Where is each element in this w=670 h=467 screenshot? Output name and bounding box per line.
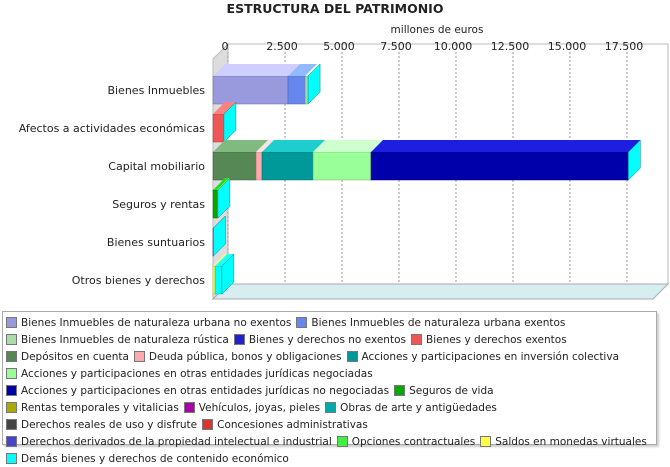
floor bbox=[213, 284, 668, 299]
legend-label: Derechos derivados de la propiedad intel… bbox=[21, 436, 332, 448]
legend-swatch bbox=[202, 419, 213, 430]
x-tick-label: 17.500 bbox=[605, 40, 644, 53]
legend-swatch bbox=[6, 453, 17, 464]
legend-label: Acciones y participaciones en inversión … bbox=[362, 351, 620, 363]
legend-swatch bbox=[6, 402, 17, 413]
legend-label: Concesiones administrativas bbox=[217, 419, 368, 431]
legend-item: Bienes y derechos no exentos bbox=[234, 331, 406, 348]
legend-item: Seguros de vida bbox=[394, 382, 493, 399]
y-tick-label: Bienes suntuarios bbox=[107, 236, 205, 249]
bar-segment bbox=[262, 152, 313, 180]
chart: ESTRUCTURA DEL PATRIMONIO millones de eu… bbox=[0, 0, 670, 310]
legend-swatch bbox=[6, 334, 17, 345]
bar-segment bbox=[213, 190, 217, 218]
legend-item: Derechos derivados de la propiedad intel… bbox=[6, 433, 332, 450]
legend-item: Obras de arte y antigüedades bbox=[325, 399, 497, 416]
page: {"chart_data": {"type": "bar3d-stacked-h… bbox=[0, 0, 670, 450]
bar-segment bbox=[305, 76, 308, 104]
legend-label: Bienes y derechos no exentos bbox=[249, 334, 406, 346]
legend-swatch bbox=[6, 436, 17, 447]
legend-item: Opciones contractuales bbox=[337, 433, 476, 450]
legend-label: Acciones y participaciones en otras enti… bbox=[21, 385, 389, 397]
legend-label: Vehículos, joyas, pieles bbox=[199, 402, 320, 414]
legend-label: Demás bienes y derechos de contenido eco… bbox=[21, 453, 289, 465]
bar-top bbox=[313, 140, 383, 152]
legend-item: Demás bienes y derechos de contenido eco… bbox=[6, 450, 289, 467]
legend-label: Acciones y participaciones en otras enti… bbox=[21, 368, 373, 380]
legend-item: Concesiones administrativas bbox=[202, 416, 368, 433]
legend-label: Bienes Inmuebles de naturaleza rústica bbox=[21, 334, 229, 346]
bar-segment bbox=[213, 152, 256, 180]
legend-swatch bbox=[296, 317, 307, 328]
bar-segment bbox=[213, 76, 288, 104]
legend-item: Deuda pública, bonos y obligaciones bbox=[134, 348, 342, 365]
legend-label: Bienes y derechos exentos bbox=[426, 334, 567, 346]
legend-swatch bbox=[480, 436, 491, 447]
legend-label: Derechos reales de uso y disfrute bbox=[21, 419, 197, 431]
bar-top bbox=[371, 140, 640, 152]
x-tick-label: 5.000 bbox=[323, 40, 355, 53]
bar-segment bbox=[213, 266, 215, 294]
y-tick-label: Capital mobiliario bbox=[108, 160, 205, 173]
legend-swatch bbox=[6, 419, 17, 430]
legend-label: Deuda pública, bonos y obligaciones bbox=[149, 351, 342, 363]
legend-item: Acciones y participaciones en otras enti… bbox=[6, 365, 373, 382]
axis-label: millones de euros bbox=[391, 24, 484, 36]
x-tick-label: 0 bbox=[222, 40, 229, 53]
legend-item: Bienes y derechos exentos bbox=[411, 331, 567, 348]
legend-label: Obras de arte y antigüedades bbox=[340, 402, 497, 414]
y-tick-label: Bienes Inmuebles bbox=[107, 84, 205, 97]
legend-label: Saldos en monedas virtuales bbox=[495, 436, 647, 448]
bar-segment bbox=[215, 266, 222, 294]
legend-swatch bbox=[234, 334, 245, 345]
bar-top bbox=[213, 64, 300, 76]
x-tick-label: 2.500 bbox=[266, 40, 298, 53]
y-tick-label: Afectos a actividades económicas bbox=[19, 122, 206, 135]
legend-swatch bbox=[6, 351, 17, 362]
legend-swatch bbox=[411, 334, 422, 345]
legend-swatch bbox=[134, 351, 145, 362]
legend-item: Derechos reales de uso y disfrute bbox=[6, 416, 197, 433]
legend-item: Bienes Inmuebles de naturaleza urbana ex… bbox=[296, 314, 565, 331]
legend-swatch bbox=[184, 402, 195, 413]
legend-label: Bienes Inmuebles de naturaleza urbana ex… bbox=[311, 317, 565, 329]
x-tick-label: 15.000 bbox=[548, 40, 587, 53]
bar-segment bbox=[256, 152, 262, 180]
bar-segment bbox=[371, 152, 628, 180]
x-tick-label: 12.500 bbox=[491, 40, 530, 53]
y-tick-label: Otros bienes y derechos bbox=[72, 274, 206, 287]
legend-swatch bbox=[6, 317, 17, 328]
legend-label: Bienes Inmuebles de naturaleza urbana no… bbox=[21, 317, 291, 329]
legend-item: Bienes Inmuebles de naturaleza urbana no… bbox=[6, 314, 291, 331]
legend-label: Seguros de vida bbox=[409, 385, 493, 397]
legend-swatch bbox=[337, 436, 348, 447]
legend-swatch bbox=[6, 385, 17, 396]
legend-swatch bbox=[6, 368, 17, 379]
legend-swatch bbox=[325, 402, 336, 413]
bar-segment bbox=[313, 152, 371, 180]
legend-item: Bienes Inmuebles de naturaleza rústica bbox=[6, 331, 229, 348]
legend-swatch bbox=[394, 385, 405, 396]
legend: Bienes Inmuebles de naturaleza urbana no… bbox=[2, 311, 657, 445]
legend-item: Acciones y participaciones en otras enti… bbox=[6, 382, 389, 399]
legend-item: Vehículos, joyas, pieles bbox=[184, 399, 320, 416]
legend-label: Depósitos en cuenta bbox=[21, 351, 129, 363]
legend-label: Opciones contractuales bbox=[352, 436, 476, 448]
x-tick-label: 10.000 bbox=[434, 40, 473, 53]
chart-title: ESTRUCTURA DEL PATRIMONIO bbox=[227, 1, 444, 16]
x-tick-label: 7.500 bbox=[380, 40, 412, 53]
legend-swatch bbox=[347, 351, 358, 362]
legend-label: Rentas temporales y vitalicias bbox=[21, 402, 179, 414]
legend-item: Depósitos en cuenta bbox=[6, 348, 129, 365]
y-tick-label: Seguros y rentas bbox=[112, 198, 205, 211]
legend-item: Acciones y participaciones en inversión … bbox=[347, 348, 620, 365]
legend-item: Rentas temporales y vitalicias bbox=[6, 399, 179, 416]
legend-item: Saldos en monedas virtuales bbox=[480, 433, 647, 450]
bar-segment bbox=[213, 114, 224, 142]
bar-segment bbox=[288, 76, 305, 104]
